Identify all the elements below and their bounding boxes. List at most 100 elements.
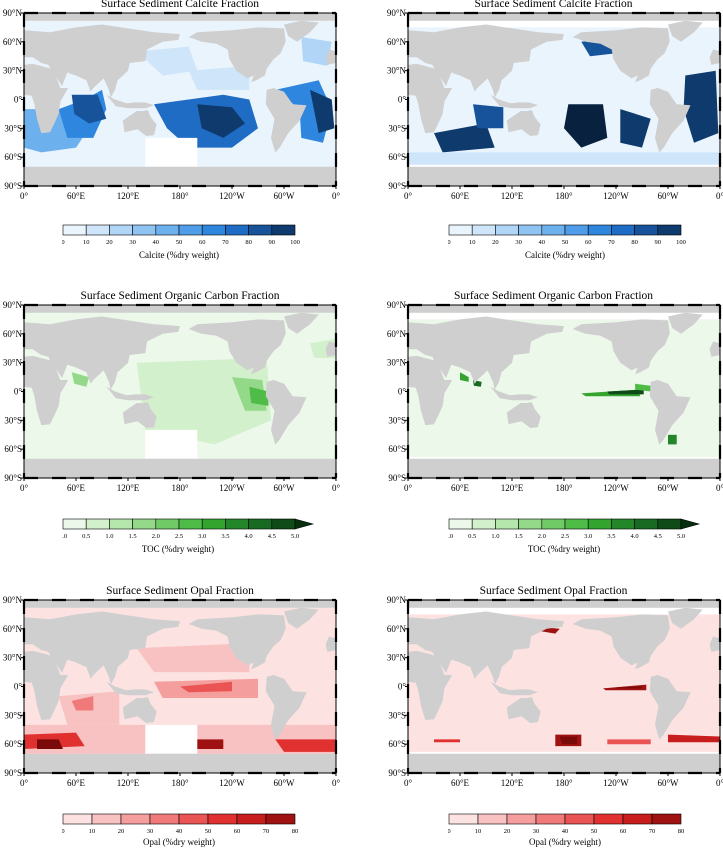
lat-tick-label: 30°S bbox=[4, 710, 22, 720]
lat-tick-label: 90°N bbox=[387, 595, 407, 605]
data-patch bbox=[683, 70, 719, 143]
missing-data bbox=[145, 137, 198, 167]
colorbar-svg: 0.0 0.5 1.0 1.5 2.0 2.5 3.0 3.5 4.0 4.5 5.0 bbox=[445, 518, 701, 540]
lat-tick-label: 60°N bbox=[387, 624, 407, 634]
colorbar-tick-label: 80 bbox=[631, 239, 638, 246]
colorbar-tick-label: 90 bbox=[269, 239, 276, 246]
land-australia bbox=[122, 402, 157, 428]
colorbar-label: Opal (%dry weight) bbox=[143, 837, 215, 847]
land-europe-west bbox=[709, 636, 720, 652]
land-greenland bbox=[284, 607, 319, 629]
lon-tick-label: 0° bbox=[716, 191, 723, 201]
lon-tick-label: 0° bbox=[404, 191, 413, 201]
colorbar-box bbox=[477, 813, 508, 825]
colorbar-arrow bbox=[294, 518, 315, 530]
data-patch bbox=[136, 46, 198, 76]
colorbar-box bbox=[132, 224, 157, 236]
colorbar-box bbox=[541, 224, 566, 236]
colorbar-toc-left: 0.0 0.5 1.0 1.5 2.0 2.5 3.0 3.5 4.0 4.5 5.0 TOC (%… bbox=[59, 518, 322, 558]
land-arctic bbox=[408, 305, 720, 313]
map-calcite-left: 90°N60°N30°N0°30°S60°S90°S0° 60°E 120°E 180… bbox=[3, 8, 341, 201]
data-patch bbox=[37, 739, 63, 749]
colorbar-box bbox=[85, 518, 110, 530]
colorbar-box bbox=[495, 518, 519, 530]
colorbar-tick-label: 2.5 bbox=[561, 533, 569, 540]
land-australia bbox=[506, 110, 541, 136]
lon-tick-label: 120°E bbox=[501, 778, 524, 788]
colorbar-box bbox=[535, 813, 566, 825]
colorbar-box bbox=[634, 518, 659, 530]
colorbar-box bbox=[564, 813, 595, 825]
lon-tick-label: 120°E bbox=[117, 778, 140, 788]
lat-tick-label: 90°N bbox=[3, 8, 23, 18]
data-patch bbox=[460, 372, 469, 382]
land-arctic bbox=[24, 13, 336, 21]
colorbar-box bbox=[149, 813, 180, 825]
colorbar-tick-label: 5.0 bbox=[677, 533, 685, 540]
lon-tick-label: 120°E bbox=[501, 483, 524, 493]
lat-tick-label: 60°N bbox=[387, 37, 407, 47]
data-patch bbox=[668, 734, 720, 743]
map-panel-calcite-left: Surface Sediment Calcite Fraction 90°N 60… bbox=[0, 0, 360, 265]
colorbar-tick-label: 20 bbox=[492, 239, 499, 246]
lat-tick-label: 60°N bbox=[3, 37, 23, 47]
colorbar-tick-label: 0.0 bbox=[448, 533, 453, 540]
lat-tick-label: 90°N bbox=[387, 300, 407, 310]
map-plot: 90°N60°N30°N0°30°S60°S90°S0° 60°E 120°E 180… bbox=[3, 300, 341, 493]
colorbar-tick-label: 30 bbox=[515, 239, 522, 246]
map-opal-right: 90°N60°N30°N0°30°S60°S90°S0° 60°E 120°E 180… bbox=[387, 595, 723, 788]
colorbar-label: Calcite (%dry weight) bbox=[525, 250, 605, 260]
lat-tick-label: 30°N bbox=[387, 653, 407, 663]
lat-tick-label: 90°S bbox=[388, 768, 406, 778]
map-panel-toc-left: Surface Sediment Organic Carbon Fraction… bbox=[0, 290, 360, 557]
lon-tick-label: 60°W bbox=[273, 191, 295, 201]
colorbar-box bbox=[248, 224, 273, 236]
land-greenland bbox=[668, 20, 703, 42]
land-indonesia bbox=[106, 681, 154, 696]
lat-tick-label: 90°N bbox=[387, 8, 407, 18]
land-indonesia bbox=[490, 681, 538, 696]
data-patch bbox=[71, 372, 89, 387]
lat-tick-label: 90°S bbox=[4, 768, 22, 778]
colorbar-tick-label: 80 bbox=[245, 239, 252, 246]
land-indonesia bbox=[106, 94, 154, 109]
lon-tick-label: 120°E bbox=[117, 191, 140, 201]
colorbar-calcite-left: 0 10 20 30 40 50 60 70 80 90 100 Calcite (%dry wei… bbox=[61, 224, 312, 264]
land-s-america bbox=[265, 88, 307, 153]
lat-tick-label: 90°N bbox=[3, 595, 23, 605]
colorbar-box bbox=[201, 224, 226, 236]
colorbar-tick-label: 1.5 bbox=[515, 533, 523, 540]
land-indonesia bbox=[106, 386, 154, 401]
land-australia bbox=[506, 402, 541, 428]
colorbar-box bbox=[132, 518, 157, 530]
land-europe-west bbox=[325, 636, 336, 652]
colorbar-box bbox=[471, 224, 496, 236]
colorbar-tick-label: 10 bbox=[469, 239, 476, 246]
land-eurasia bbox=[24, 611, 180, 685]
colorbar-tick-label: 40 bbox=[539, 239, 546, 246]
colorbar-tick-label: 4.0 bbox=[245, 533, 253, 540]
land-s-america bbox=[649, 88, 691, 153]
colorbar-tick-label: 20 bbox=[504, 828, 511, 835]
colorbar-tick-label: 0.0 bbox=[62, 533, 67, 540]
lon-tick-label: 120°W bbox=[219, 778, 245, 788]
map-panel-toc-right: Surface Sediment Organic Carbon Fraction… bbox=[384, 290, 723, 557]
lon-tick-label: 60°E bbox=[67, 191, 86, 201]
land-n-america bbox=[572, 319, 670, 375]
lat-tick-label: 30°S bbox=[4, 415, 22, 425]
land-africa bbox=[408, 63, 453, 134]
colorbar-tick-label: 70 bbox=[608, 239, 615, 246]
colorbar-svg: 0 10 20 30 40 50 60 70 80 bbox=[447, 813, 684, 835]
land-europe-west bbox=[709, 341, 720, 357]
data-patch bbox=[180, 681, 232, 693]
land-eurasia bbox=[408, 24, 564, 98]
map-panel-calcite-right: Surface Sediment Calcite Fraction 90°N 60… bbox=[384, 0, 723, 265]
map-title: Surface Sediment Opal Fraction bbox=[479, 585, 628, 597]
colorbar-label: TOC (%dry weight) bbox=[141, 544, 215, 554]
colorbar-tick-label: 50 bbox=[591, 828, 598, 835]
colorbar-tick-label: 50 bbox=[562, 239, 569, 246]
data-patch bbox=[620, 109, 651, 148]
colorbar-opal-left: 0 10 20 30 40 50 60 70 80 Opal (%dry weight) bbox=[61, 813, 312, 849]
data-patch bbox=[249, 386, 269, 406]
colorbar-tick-label: 50 bbox=[176, 239, 183, 246]
